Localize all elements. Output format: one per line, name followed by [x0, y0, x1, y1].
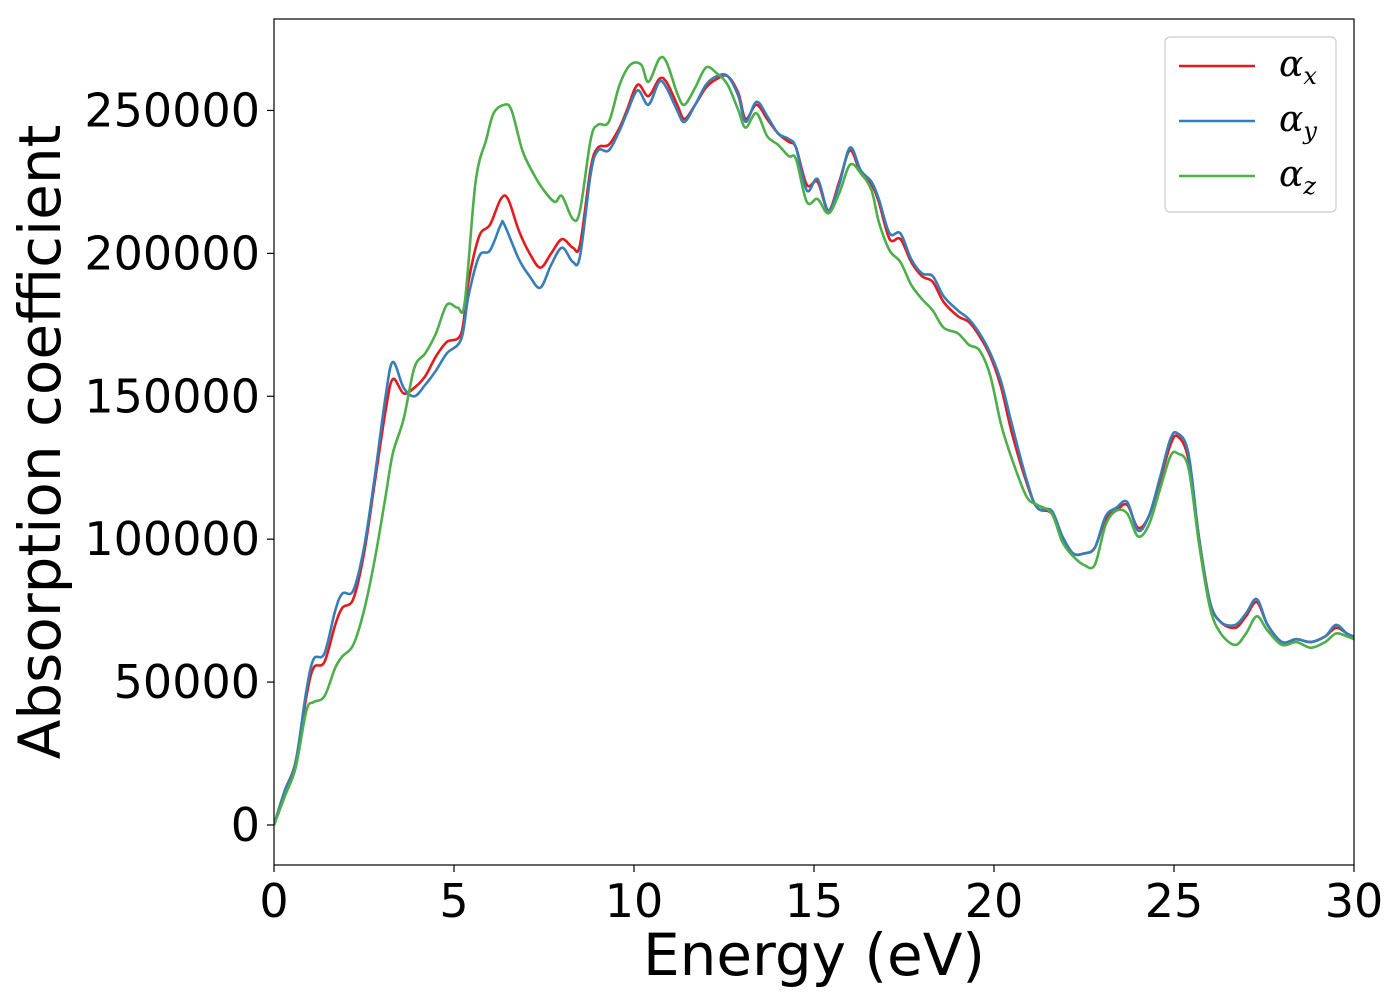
y-tick-label: 250000	[84, 83, 260, 137]
y-tick-label: 0	[231, 798, 260, 852]
x-tick-label: 15	[785, 874, 844, 928]
legend: αx αy αz	[1164, 36, 1337, 213]
legend-label-alpha-z: αz	[1279, 154, 1316, 200]
x-tick-label: 10	[605, 874, 664, 928]
y-tick-label: 100000	[84, 512, 260, 566]
legend-label-alpha-y: αy	[1279, 99, 1317, 145]
series-layer	[274, 55, 1354, 826]
x-tick-label: 25	[1145, 874, 1204, 928]
legend-box	[1164, 36, 1337, 213]
legend-label-alpha-x: αx	[1279, 44, 1317, 90]
x-tick-label: 20	[965, 874, 1024, 928]
x-axis-label: Energy (eV)	[643, 921, 985, 989]
x-tick-label: 30	[1325, 874, 1384, 928]
y-tick-label: 200000	[84, 226, 260, 280]
y-tick-label: 150000	[84, 369, 260, 423]
series-line-alpha-z	[274, 55, 1354, 826]
y-axis-label: Absorption coefficient	[6, 125, 74, 760]
x-tick-label: 5	[439, 874, 468, 928]
y-tick-label: 50000	[114, 655, 260, 709]
series-line-alpha-y	[274, 73, 1354, 826]
ticks-layer: 0 5 10 15 20 25 30 0 50000 100000 150000 200000 2500…	[84, 83, 1383, 928]
x-tick-label: 0	[259, 874, 288, 928]
